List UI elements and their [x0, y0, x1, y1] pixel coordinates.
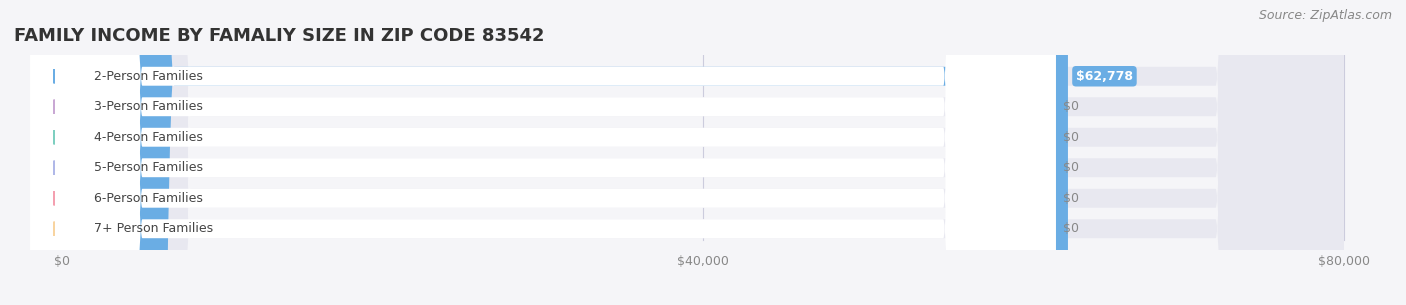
Text: $0: $0: [1063, 100, 1080, 113]
Text: 7+ Person Families: 7+ Person Families: [94, 222, 214, 235]
Text: Source: ZipAtlas.com: Source: ZipAtlas.com: [1258, 9, 1392, 22]
Text: 5-Person Families: 5-Person Families: [94, 161, 204, 174]
FancyBboxPatch shape: [30, 0, 1056, 305]
Text: 2-Person Families: 2-Person Families: [94, 70, 202, 83]
FancyBboxPatch shape: [62, 0, 1344, 305]
FancyBboxPatch shape: [30, 0, 1056, 305]
FancyBboxPatch shape: [62, 0, 1344, 305]
Text: FAMILY INCOME BY FAMALIY SIZE IN ZIP CODE 83542: FAMILY INCOME BY FAMALIY SIZE IN ZIP COD…: [14, 27, 544, 45]
FancyBboxPatch shape: [30, 0, 1056, 305]
FancyBboxPatch shape: [62, 0, 1344, 305]
Text: $0: $0: [1063, 161, 1080, 174]
FancyBboxPatch shape: [62, 0, 1344, 305]
FancyBboxPatch shape: [30, 0, 1056, 305]
Text: 3-Person Families: 3-Person Families: [94, 100, 202, 113]
Text: $0: $0: [1063, 222, 1080, 235]
Text: $0: $0: [1063, 192, 1080, 205]
Text: $62,778: $62,778: [1076, 70, 1133, 83]
Text: 6-Person Families: 6-Person Families: [94, 192, 202, 205]
FancyBboxPatch shape: [62, 0, 1344, 305]
FancyBboxPatch shape: [62, 0, 1344, 305]
FancyBboxPatch shape: [30, 0, 1056, 305]
FancyBboxPatch shape: [62, 0, 1069, 305]
Text: 4-Person Families: 4-Person Families: [94, 131, 202, 144]
Text: $0: $0: [1063, 131, 1080, 144]
FancyBboxPatch shape: [30, 0, 1056, 305]
